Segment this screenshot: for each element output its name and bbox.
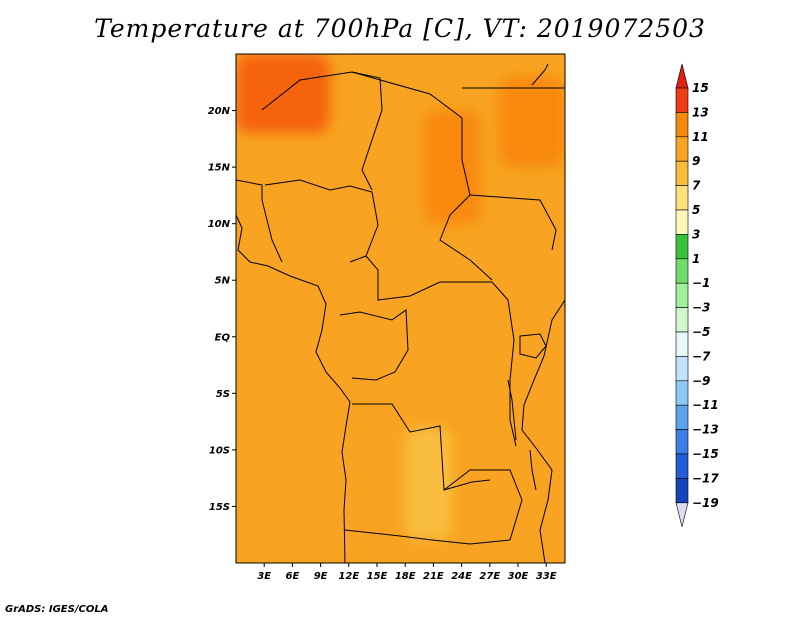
colorbar-label: −11	[692, 398, 719, 412]
x-tick-label: 33E	[536, 571, 557, 582]
field-region	[311, 178, 406, 281]
colorbar-label: −3	[692, 301, 710, 315]
border-west-africa-small	[236, 179, 283, 263]
x-tick-label: 27E	[479, 571, 500, 582]
y-axis: 20N 15N 10N 5N EQ 5S 10S 15S	[208, 106, 236, 513]
colorbar-box	[675, 380, 689, 406]
border-mali-niger-nigeria	[264, 179, 379, 263]
border-car	[365, 255, 492, 301]
colorbar-box	[675, 112, 689, 138]
lake-malawi	[529, 449, 537, 491]
colorbar-box	[675, 87, 689, 113]
colorbar-box	[675, 356, 689, 382]
x-tick-label: 15E	[367, 571, 388, 582]
colorbar-label: −17	[692, 471, 719, 485]
colorbar-label: 7	[692, 179, 701, 193]
x-tick-label: 3E	[257, 571, 271, 582]
colorbar-label: 3	[692, 227, 700, 241]
colorbar-box	[675, 209, 689, 235]
colorbar-box	[675, 307, 689, 333]
border-drc-east	[491, 281, 517, 447]
lake-victoria	[519, 333, 547, 359]
colorbar-label: 11	[692, 130, 709, 144]
colorbar-label: 13	[692, 105, 709, 119]
border-algeria-mali	[261, 71, 383, 191]
x-tick-label: 12E	[338, 571, 359, 582]
y-tick-label: 5N	[215, 276, 231, 287]
colorbar-label: 15	[692, 81, 709, 95]
y-tick-label: 15N	[208, 163, 231, 174]
x-tick-label: 18E	[395, 571, 416, 582]
colorbar-label: −1	[692, 276, 710, 290]
colorbar-bottom-arrow	[675, 502, 689, 527]
colorbar-label: −5	[692, 325, 710, 339]
colorbar-box	[675, 258, 689, 284]
grads-footer: GrADS: IGES/COLA	[5, 604, 109, 615]
colorbar-label: −13	[692, 423, 719, 437]
colorbar-box	[675, 404, 689, 430]
colorbar-box	[675, 185, 689, 211]
colorbar-box	[675, 429, 689, 455]
colorbar-box	[675, 160, 689, 186]
colorbar-box	[675, 136, 689, 162]
border-congo-drc	[339, 309, 409, 381]
colorbar-label: −19	[692, 496, 719, 510]
colorbar-label: 1	[692, 252, 700, 266]
chart-title: Temperature at 700hPa [C], VT: 201907250…	[94, 14, 706, 43]
field-region	[405, 427, 453, 541]
colorbar-label: −7	[692, 349, 711, 363]
border-zambia	[443, 469, 523, 541]
border-angola-namibia	[344, 529, 511, 545]
lake-tanganyika	[507, 379, 517, 441]
field-region	[424, 110, 481, 224]
colorbar-top-arrow	[675, 63, 689, 89]
x-axis: 3E 6E 9E 12E 15E 18E 21E 24E 27E 30E 33E	[257, 563, 557, 582]
colorbar-label: −9	[692, 374, 710, 388]
y-tick-label: 5S	[216, 389, 230, 400]
colorbar-box	[675, 282, 689, 308]
y-tick-label: 15S	[209, 502, 230, 513]
colorbar-box	[675, 234, 689, 260]
border-chad-sudan	[439, 194, 493, 281]
y-tick-label: 10N	[208, 219, 231, 230]
colorbar-label: 5	[692, 203, 700, 217]
x-tick-label: 21E	[423, 571, 444, 582]
map-frame	[235, 53, 566, 564]
colorbar-label: 9	[692, 154, 700, 168]
coastline-east-africa	[521, 299, 565, 563]
y-tick-label: 10S	[209, 445, 230, 456]
y-tick-label: EQ	[215, 332, 231, 343]
red-sea-coast	[531, 63, 549, 86]
x-tick-label: 9E	[314, 571, 328, 582]
coastline-west-africa	[236, 214, 351, 563]
border-drc-angola	[352, 403, 491, 491]
border-niger-libya	[351, 71, 471, 196]
x-tick-label: 30E	[508, 571, 529, 582]
x-tick-label: 6E	[286, 571, 300, 582]
colorbar-box	[675, 331, 689, 357]
border-sudan-ethiopia	[469, 194, 557, 251]
colorbar-legend: 15 13 11 9 7 5 3 1 −1 −3 −5 −7 −9 −11 −13 −15 −17 −19	[675, 63, 719, 527]
colorbar-box	[675, 453, 689, 479]
y-tick-label: 20N	[208, 106, 231, 117]
field-region	[499, 76, 565, 168]
colorbar-label: −15	[692, 447, 719, 461]
temperature-field	[236, 54, 565, 563]
colorbar-box	[675, 478, 689, 504]
x-tick-label: 24E	[451, 571, 472, 582]
country-borders	[236, 63, 565, 563]
